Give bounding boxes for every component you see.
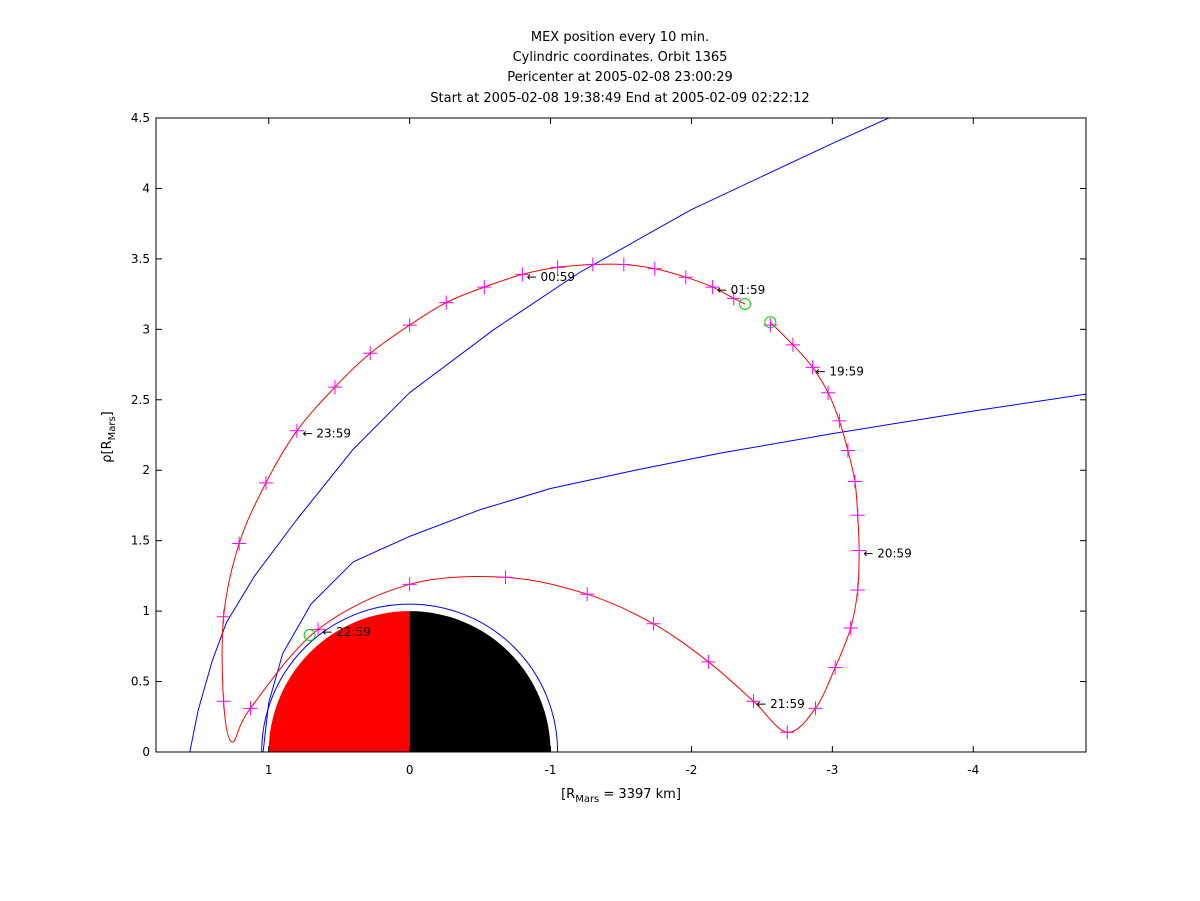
y-tick-label-7: 3.5 [131,252,150,266]
endpoint-circle-0 [764,316,777,329]
x-axis-ticks: 1 0 -1 -2 -3 -4 [265,118,979,777]
position-marker-20 [311,622,326,637]
bow-shock-line [189,118,889,752]
time-label-0: ← 19:59 [815,365,863,379]
position-marker-3 [821,385,836,400]
position-markers [216,257,867,740]
position-marker-34 [585,257,600,272]
position-marker-27 [327,380,342,395]
y-tick-label-1: 0.5 [131,675,150,689]
endpoint-circle-1 [739,297,751,310]
x-tick-label-3: -2 [685,763,697,777]
time-annotations: ← 19:59 ← 20:59 ← 21:59 ← 22:59 ← 23:59 ← 00:… [303,270,912,711]
planet-boundary-circle [261,603,559,752]
y-tick-label-9: 4.5 [131,111,150,125]
mars-day-side [268,611,410,752]
plot-frame [155,117,1087,753]
title-line-3: Pericenter at 2005-02-08 23:00:29 [507,70,733,85]
title-line-2: Cylindric coordinates. Orbit 1365 [513,50,728,65]
mpb-line [262,393,1086,752]
y-tick-label-2: 1 [142,604,150,618]
y-tick-label-8: 4 [142,181,150,195]
position-marker-24 [232,536,247,551]
position-marker-30 [439,295,454,310]
boundary-lines [189,118,1086,752]
position-marker-2 [805,360,820,375]
y-axis-label: ρ[RMars] [100,411,118,463]
position-marker-7 [850,508,865,523]
position-marker-36 [647,261,662,276]
y-tick-label-3: 1.5 [131,534,150,548]
position-marker-11 [828,660,843,675]
position-marker-19 [402,577,417,592]
position-marker-1 [785,337,800,352]
y-tick-label-4: 2 [142,463,150,477]
position-marker-39 [726,291,741,306]
y-tick-label-5: 2.5 [131,393,150,407]
x-tick-label-5: -4 [967,763,979,777]
endpoint-circle-2 [303,629,316,642]
position-marker-10 [843,621,858,636]
position-marker-37 [678,270,693,285]
position-marker-38 [705,280,720,295]
y-axis-ticks: 0 0.5 1 1.5 2 2.5 3 3.5 4 4.5 [131,111,1086,759]
position-marker-4 [832,413,847,428]
position-marker-16 [646,616,661,631]
mars-night-side [409,611,551,752]
position-marker-14 [746,694,761,709]
position-marker-29 [402,318,417,333]
position-marker-9 [850,582,865,597]
x-tick-label-0: 1 [265,763,273,777]
title-line-1: MEX position every 10 min. [531,30,709,45]
position-marker-12 [808,701,823,716]
time-label-5: ← 00:59 [527,270,575,284]
mars-planet [268,611,551,752]
position-marker-13 [780,725,795,740]
y-tick-label-0: 0 [142,745,150,759]
time-label-1: ← 20:59 [863,546,911,560]
x-axis-label: [RMars = 3397 km] [561,787,681,805]
time-label-3: ← 22:59 [322,625,370,639]
position-marker-22 [216,694,231,709]
position-marker-28 [363,346,378,361]
position-marker-17 [580,587,595,602]
title-line-4: Start at 2005-02-08 19:38:49 End at 2005… [430,91,809,106]
position-marker-5 [840,443,855,458]
time-label-6: ← 01:59 [717,283,765,297]
endpoint-circles [303,297,777,642]
position-marker-35 [616,257,631,272]
y-tick-label-6: 3 [142,322,150,336]
x-tick-label-4: -3 [826,763,838,777]
time-label-2: ← 21:59 [756,697,804,711]
position-marker-6 [847,474,862,489]
position-marker-15 [701,654,716,669]
position-marker-33 [550,260,565,275]
position-marker-26 [289,423,304,438]
position-marker-23 [216,609,231,624]
position-marker-18 [498,570,513,585]
position-marker-21 [243,701,258,716]
position-marker-32 [515,267,530,282]
x-tick-label-2: -1 [545,763,557,777]
position-marker-31 [477,280,492,295]
position-marker-8 [852,543,867,558]
x-tick-label-1: 0 [406,763,414,777]
time-label-4: ← 23:59 [303,427,351,441]
plot-area [189,118,1086,752]
position-marker-25 [258,475,273,490]
chart-title: MEX position every 10 min. Cylindric coo… [430,30,809,106]
